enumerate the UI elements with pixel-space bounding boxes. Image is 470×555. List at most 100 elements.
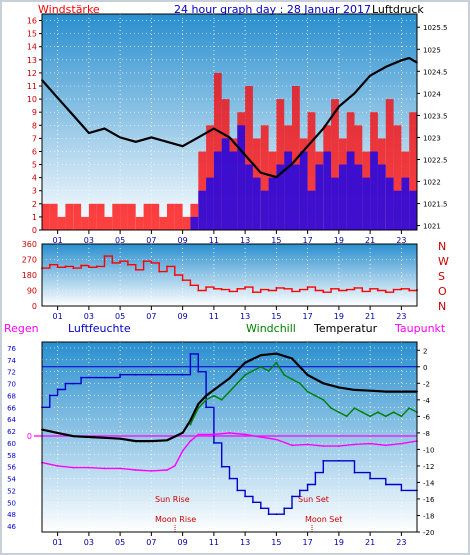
- series-windchill: [189, 361, 418, 425]
- y-tick-label-humidity: 70: [7, 381, 16, 389]
- series-luftfeuchte-point: [64, 382, 67, 385]
- series-windchill-point: [220, 398, 223, 401]
- x-tick-label: 01: [53, 236, 63, 245]
- series-windrichtung-point: [213, 287, 215, 290]
- series-windrichtung-point: [158, 270, 161, 273]
- series-luftfeuchte-point: [56, 388, 59, 391]
- y-tick-label-temperature: -20: [423, 529, 434, 537]
- series-taupunkt-point: [353, 443, 356, 446]
- series-luftfeuchte-point: [48, 394, 51, 397]
- series-windchill-point: [283, 374, 286, 376]
- series-windrichtung-point: [88, 266, 90, 269]
- series-windrichtung-point: [322, 291, 325, 294]
- series-taupunkt-point: [369, 442, 371, 445]
- y-tick-label-right: 1023.5: [423, 112, 448, 120]
- series-windstaerke-bar: [104, 216, 113, 230]
- series-luftdruck-point: [103, 127, 106, 130]
- x-tick-label: 13: [240, 538, 250, 547]
- series-windrichtung-point: [189, 284, 192, 287]
- y-tick-label-temperature: -14: [423, 479, 435, 487]
- series-wind-boeen-bar: [198, 190, 207, 230]
- series-windstaerke-bar: [49, 203, 58, 230]
- series-luftfeuchte-point: [189, 353, 192, 355]
- series-luftfeuchte-point: [103, 376, 106, 379]
- y-tick-label-temperature: -18: [423, 512, 434, 520]
- series-luftdruck-point: [322, 127, 325, 130]
- y-tick-label-humidity: 76: [7, 345, 16, 353]
- legend-luftfeuchte: Luftfeuchte: [68, 322, 131, 335]
- annotation-moon-rise: Moon Rise: [155, 515, 196, 524]
- series-wind-boeen-bar: [409, 190, 417, 230]
- series-windchill-point: [244, 374, 247, 376]
- series-taupunkt-point: [173, 465, 176, 467]
- series-luftfeuchte-point: [338, 459, 340, 462]
- series-windrichtung-point: [377, 289, 379, 292]
- series-windstaerke-bar: [151, 203, 160, 230]
- series-temperatur-point: [134, 440, 137, 442]
- y-tick-label-direction: 180: [22, 271, 37, 280]
- series-luftfeuchte-point: [88, 376, 90, 379]
- annotation-sun-set: Sun Set: [298, 495, 329, 504]
- series-luftdruck-point: [72, 114, 75, 117]
- series-windchill-point: [330, 407, 332, 409]
- series-windrichtung-point: [338, 289, 340, 292]
- y-tick-label-humidity: 48: [7, 511, 16, 519]
- series-windstaerke-bar: [167, 203, 175, 230]
- series-luftfeuchte-point: [267, 513, 270, 516]
- y-tick-label-humidity: 68: [7, 392, 16, 400]
- series-luftdruck-point: [197, 136, 200, 139]
- series-luftfeuchte-point: [291, 495, 293, 498]
- series-windstaerke-bar: [331, 99, 339, 230]
- series-windchill-point: [291, 378, 293, 381]
- y-tick-label-direction: 360: [22, 240, 37, 249]
- annotation-sun-rise: Sun Rise: [155, 495, 190, 504]
- y-tick-label-temperature: -16: [423, 496, 435, 504]
- y-tick-label-humidity: 66: [7, 404, 16, 412]
- series-wind-boeen-bar: [268, 177, 277, 230]
- series-taupunkt-point: [56, 465, 59, 467]
- series-luftfeuchte-point: [283, 507, 286, 510]
- series-temperatur-point: [369, 389, 371, 392]
- series-windchill-point: [275, 361, 278, 364]
- x-tick-label: 17: [303, 312, 313, 321]
- y-tick-label-humidity: 56: [7, 464, 16, 472]
- y-tick-label-left: 11: [27, 82, 37, 91]
- series-windchill-point: [298, 382, 301, 385]
- y-tick-label-temperature: 0: [423, 364, 427, 372]
- y-tick-label-humidity: 50: [7, 499, 16, 507]
- series-taupunkt-point: [213, 433, 215, 436]
- series-windstaerke-bar: [260, 125, 269, 230]
- right-axis-title-luftdruck: Luftdruck: [372, 3, 424, 16]
- series-wind-boeen-bar: [245, 164, 253, 230]
- direction-letter: N: [438, 300, 446, 313]
- series-wind-boeen-bar: [307, 190, 316, 230]
- series-windstaerke-bar: [213, 72, 222, 231]
- series-temperatur-point: [103, 436, 106, 439]
- series-windrichtung-point: [267, 289, 270, 292]
- series-wind-boeen-bar: [323, 151, 332, 230]
- series-windstaerke-bar: [182, 216, 191, 230]
- series-luftfeuchte-point: [72, 382, 75, 385]
- series-temperatur-point: [166, 439, 168, 442]
- x-tick-label: 03: [84, 538, 94, 547]
- series-wind-boeen-bar: [276, 164, 285, 230]
- series-windstaerke-bar: [409, 112, 417, 230]
- x-tick-label: 23: [396, 312, 406, 321]
- series-windstaerke-bar: [42, 203, 50, 230]
- series-windrichtung-point: [150, 262, 153, 264]
- series-luftfeuchte-point: [197, 370, 200, 373]
- y-tick-label-right: 1025.5: [423, 24, 448, 32]
- series-luftfeuchte-point: [134, 373, 137, 376]
- series-taupunkt-point: [119, 467, 121, 470]
- series-temperatur-point: [119, 437, 121, 440]
- x-tick-label: 09: [178, 312, 188, 321]
- series-windstaerke-bar: [135, 216, 144, 230]
- y-tick-label-temperature: -4: [423, 397, 431, 405]
- series-wind-boeen-bar: [221, 138, 230, 230]
- series-temperatur-point: [244, 361, 247, 364]
- y-tick-label-left: 9: [32, 108, 37, 117]
- series-temperatur-point: [291, 357, 293, 360]
- series-windstaerke-bar: [88, 203, 97, 230]
- series-windrichtung-point: [181, 279, 184, 282]
- series-windstaerke-bar: [65, 203, 74, 230]
